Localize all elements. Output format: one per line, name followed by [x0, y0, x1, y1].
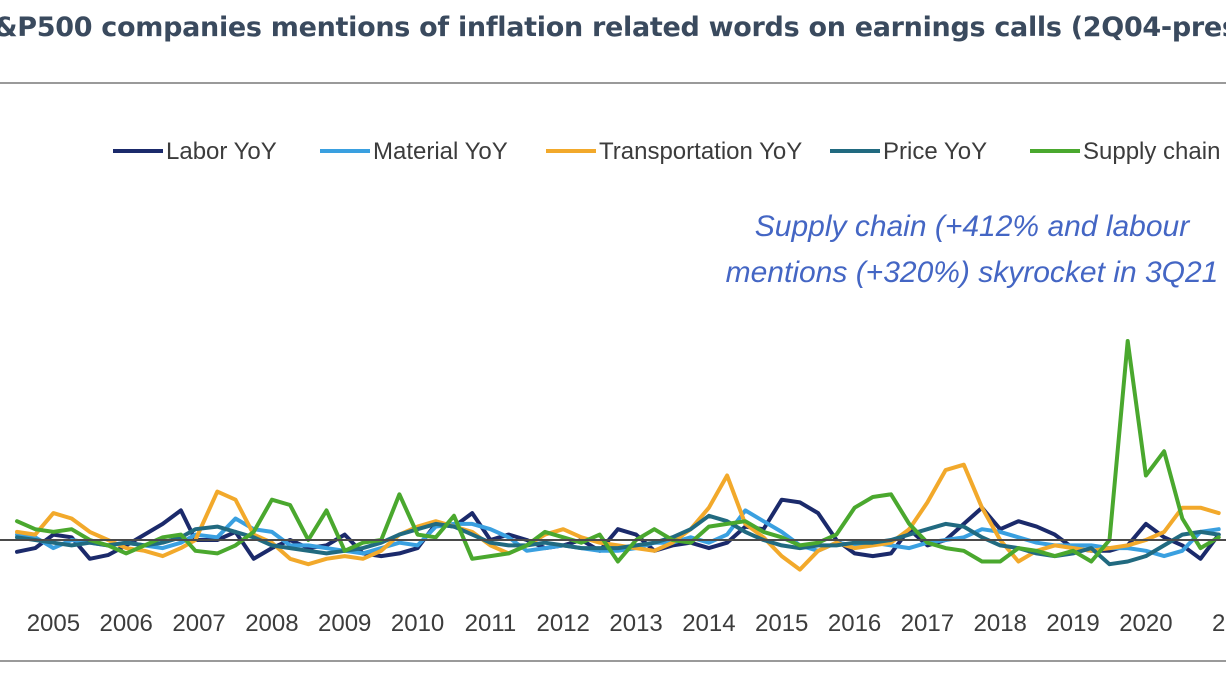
legend-label-material-yoy: Material YoY [373, 138, 508, 165]
x-tick-label: 2013 [609, 610, 662, 637]
x-tick-label: 2 [1212, 610, 1225, 637]
legend: Labor YoY Material YoY Transportation YoY P… [113, 138, 1226, 165]
x-tick-label: 2007 [172, 610, 225, 637]
x-tick-label: 2015 [755, 610, 808, 637]
x-tick-label: 2005 [27, 610, 80, 637]
x-tick-label: 2016 [828, 610, 881, 637]
series-line-material-yoy [15, 508, 1221, 559]
series-line-supply-chain-yoy [15, 339, 1221, 564]
x-tick-label: 2019 [1046, 610, 1099, 637]
x-tick-label: 2018 [974, 610, 1027, 637]
chart-annotation: Supply chain (+412% and labour mentions … [725, 210, 1219, 289]
series-line-transportation-yoy [15, 462, 1221, 572]
x-tick-label: 2011 [465, 610, 517, 637]
legend-label-supply-chain-yoy: Supply chain YoY [1083, 138, 1226, 165]
x-tick-label: 2009 [318, 610, 371, 637]
x-tick-label: 2012 [537, 610, 590, 637]
x-axis-ticks: 2005 2006 2007 2008 2009 2010 2011 2012 2013 2014… [27, 610, 1226, 637]
x-tick-label: 2008 [245, 610, 298, 637]
series-lines [15, 339, 1221, 572]
x-tick-label: 2020 [1119, 610, 1172, 637]
x-tick-label: 2017 [901, 610, 954, 637]
legend-label-labor-yoy: Labor YoY [166, 138, 277, 165]
legend-label-transportation-yoy: Transportation YoY [599, 138, 802, 165]
legend-label-price-yoy: Price YoY [883, 138, 987, 165]
x-tick-label: 2006 [100, 610, 153, 637]
chart-title: &P500 companies mentions of inflation re… [0, 12, 1226, 43]
x-tick-label: 2014 [682, 610, 735, 637]
x-tick-label: 2010 [391, 610, 444, 637]
